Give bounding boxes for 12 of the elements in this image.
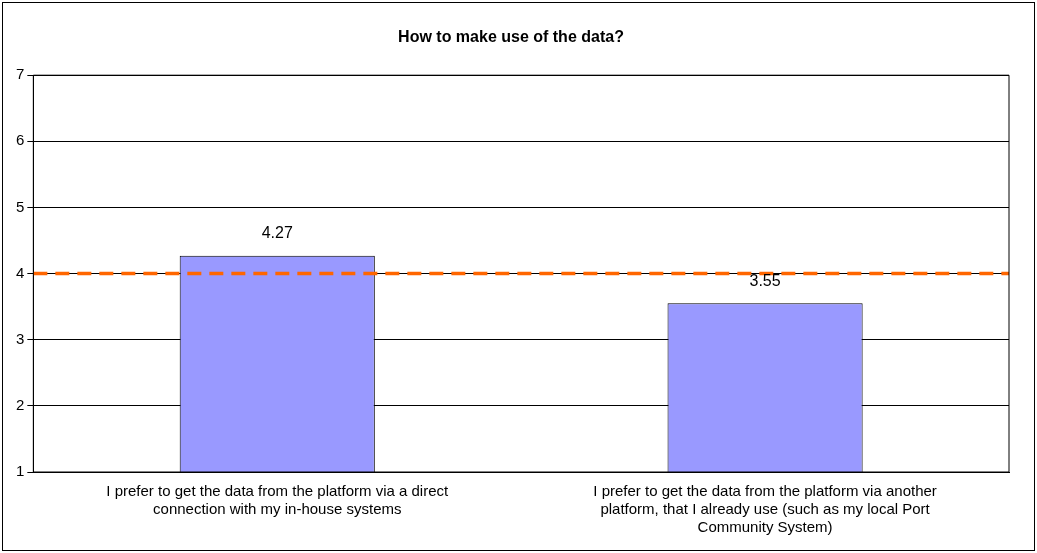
data-label: 4.27: [261, 224, 293, 242]
y-tick-label: 6: [16, 131, 25, 149]
x-tick-label: I prefer to get the data from the platform via another platform, that I already use (such as my local Port Community System): [593, 482, 937, 536]
data-label: 3.55: [749, 271, 781, 289]
y-tick-label: 2: [16, 396, 25, 414]
y-tick-label: 7: [16, 65, 25, 83]
x-tick-label: I prefer to get the data from the platform via a direct connection with my in-house systems: [106, 482, 449, 518]
y-tick-label: 5: [16, 197, 25, 215]
chart-title: How to make use of the data?: [398, 28, 624, 46]
y-tick-label: 1: [16, 462, 25, 480]
y-tick-label: 4: [16, 263, 25, 281]
y-tick-label: 3: [16, 329, 25, 347]
